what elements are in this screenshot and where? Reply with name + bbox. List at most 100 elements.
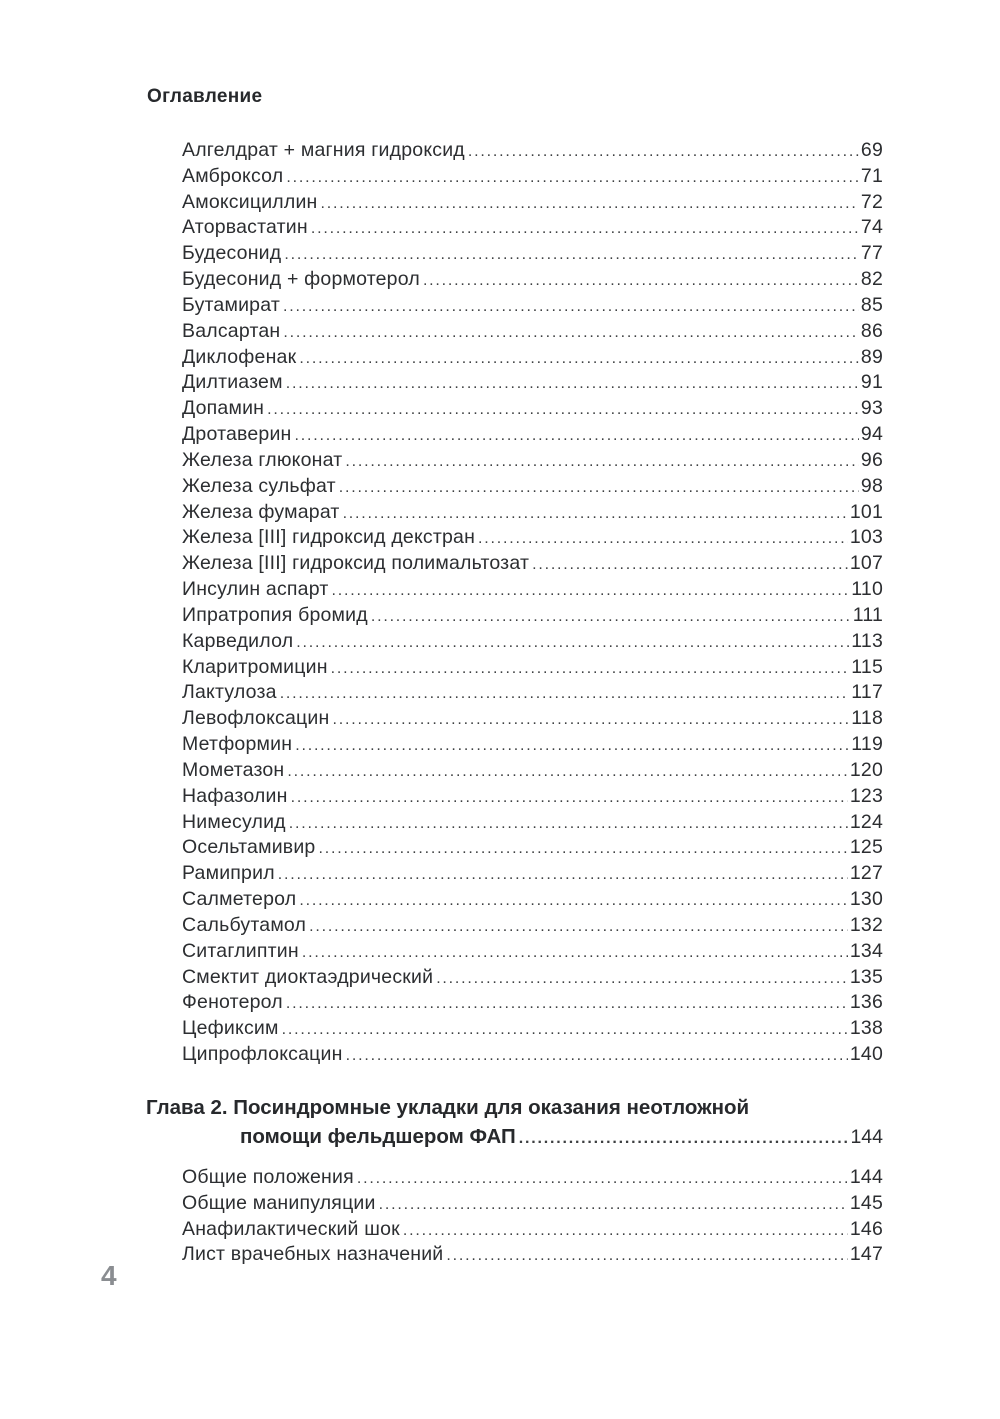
toc-row: Бутамират 85: [182, 294, 883, 320]
toc-row: Нафазолин 123: [182, 785, 883, 811]
toc-row: Рамиприл 127: [182, 862, 883, 888]
dot-leader: [478, 526, 848, 549]
toc-entry-page: 113: [851, 629, 883, 652]
toc-entry-page: 120: [849, 758, 883, 781]
toc-entry-page: 123: [849, 784, 883, 807]
toc-row: Амброксол 71: [182, 165, 883, 191]
dot-leader: [267, 397, 859, 420]
toc-row: Дротаверин 94: [182, 423, 883, 449]
toc-entry-page: 77: [860, 242, 883, 265]
dot-leader: [436, 966, 848, 989]
toc-entry-page: 132: [849, 913, 883, 936]
toc-entry-title: Допамин: [182, 397, 265, 420]
toc-row: Ципрофлоксацин 140: [182, 1043, 883, 1069]
toc-row: Лактулоза 117: [182, 681, 883, 707]
toc-row: Левофлоксацин 118: [182, 707, 883, 733]
toc-entry-page: 82: [860, 268, 883, 291]
toc-entry-page: 136: [849, 991, 883, 1014]
dot-leader: [283, 320, 859, 343]
toc-entry-page: 118: [851, 707, 883, 730]
dot-leader: [379, 1192, 848, 1215]
toc-entry-title: Карведилол: [182, 629, 294, 652]
dot-leader: [321, 191, 859, 214]
toc-entry-title: Нафазолин: [182, 784, 288, 807]
toc-entry-page: 86: [860, 319, 883, 342]
dot-leader: [318, 836, 847, 859]
dot-leader: [343, 501, 848, 524]
toc-row: Смектит диоктаэдрический 135: [182, 966, 883, 992]
toc-entry-page: 125: [849, 836, 883, 859]
toc-entry-page: 96: [860, 448, 883, 471]
toc-row: Допамин 93: [182, 397, 883, 423]
toc-entry-title: Ипратропия бромид: [182, 603, 368, 626]
toc-row: Карведилол 113: [182, 630, 883, 656]
toc-entry-page: 110: [851, 578, 883, 601]
chapter2-heading-page: 144: [850, 1126, 883, 1148]
toc-entry-title: Лактулоза: [182, 681, 277, 704]
toc-entry-page: 107: [849, 552, 883, 575]
toc-row: Железа сульфат 98: [182, 475, 883, 501]
toc-row: Салметерол 130: [182, 888, 883, 914]
toc-entry-title: Будесонид: [182, 242, 282, 265]
dot-leader: [532, 552, 848, 575]
toc-entry-page: 93: [860, 397, 883, 420]
toc-entry-title: Амброксол: [182, 164, 284, 187]
toc-entry-title: Ципрофлоксацин: [182, 1042, 343, 1065]
toc-row: Инсулин аспарт 110: [182, 578, 883, 604]
toc-entry-page: 111: [852, 603, 883, 626]
dot-leader: [284, 242, 859, 265]
toc-entry-page: 89: [860, 345, 883, 368]
toc-row: Нимесулид 124: [182, 811, 883, 837]
dot-leader: [282, 1017, 848, 1040]
toc-entry-title: Рамиприл: [182, 862, 275, 885]
toc-row: Анафилактический шок 146: [182, 1218, 883, 1244]
dot-leader: [283, 294, 859, 317]
dot-leader: [286, 165, 859, 188]
toc-row: Ипратропия бромид 111: [182, 604, 883, 630]
toc-entry-page: 144: [849, 1166, 883, 1188]
dot-leader: [299, 346, 859, 369]
toc-row: Амоксициллин 72: [182, 191, 883, 217]
toc-row: Общие манипуляции 145: [182, 1192, 883, 1218]
dot-leader: [289, 811, 848, 834]
toc-row: Диклофенак 89: [182, 346, 883, 372]
dot-leader: [446, 1243, 847, 1266]
toc-entry-page: 101: [849, 500, 883, 523]
toc-entry-page: 130: [849, 888, 883, 911]
toc-row: Ситаглиптин 134: [182, 940, 883, 966]
toc-row: Аторвастатин 74: [182, 216, 883, 242]
toc-entry-page: 85: [860, 293, 883, 316]
dot-leader: [331, 656, 850, 679]
toc-entry-page: 146: [849, 1217, 883, 1240]
dot-leader: [287, 759, 847, 782]
toc-entry-title: Лист врачебных назначений: [182, 1243, 444, 1266]
toc-entry-title: Валсартан: [182, 319, 281, 342]
dot-leader: [295, 423, 859, 446]
toc-entry-title: Салметерол: [182, 888, 297, 911]
toc-row: Осельтамивир 125: [182, 836, 883, 862]
toc-row: Сальбутамол 132: [182, 914, 883, 940]
toc-row: Дилтиазем 91: [182, 371, 883, 397]
toc-entry-title: Смектит диоктаэдрический: [182, 965, 434, 988]
toc-entry-title: Общие манипуляции: [182, 1191, 376, 1214]
toc-row: Железа глюконат 96: [182, 449, 883, 475]
toc-row: Общие положения 144: [182, 1166, 883, 1192]
toc-entry-title: Дилтиазем: [182, 371, 283, 394]
toc-entry-title: Железа [III] гидроксид декстран: [182, 526, 476, 549]
dot-leader: [332, 707, 849, 730]
toc-entry-page: 115: [851, 655, 883, 678]
toc-entry-title: Железа глюконат: [182, 448, 343, 471]
toc-row: Кларитромицин 115: [182, 656, 883, 682]
toc-entry-page: 69: [860, 139, 883, 161]
dot-leader: [519, 1122, 849, 1153]
dot-leader: [286, 371, 859, 394]
toc-row: Лист врачебных назначений 147: [182, 1243, 883, 1269]
toc-entry-page: 71: [860, 164, 883, 187]
toc-entry-page: 103: [849, 526, 883, 549]
toc-entry-page: 135: [849, 965, 883, 988]
toc-entry-title: Ситаглиптин: [182, 939, 299, 962]
toc-entry-title: Будесонид + формотерол: [182, 268, 420, 291]
toc-entry-title: Аторвастатин: [182, 216, 308, 239]
toc-entry-title: Анафилактический шок: [182, 1217, 400, 1240]
